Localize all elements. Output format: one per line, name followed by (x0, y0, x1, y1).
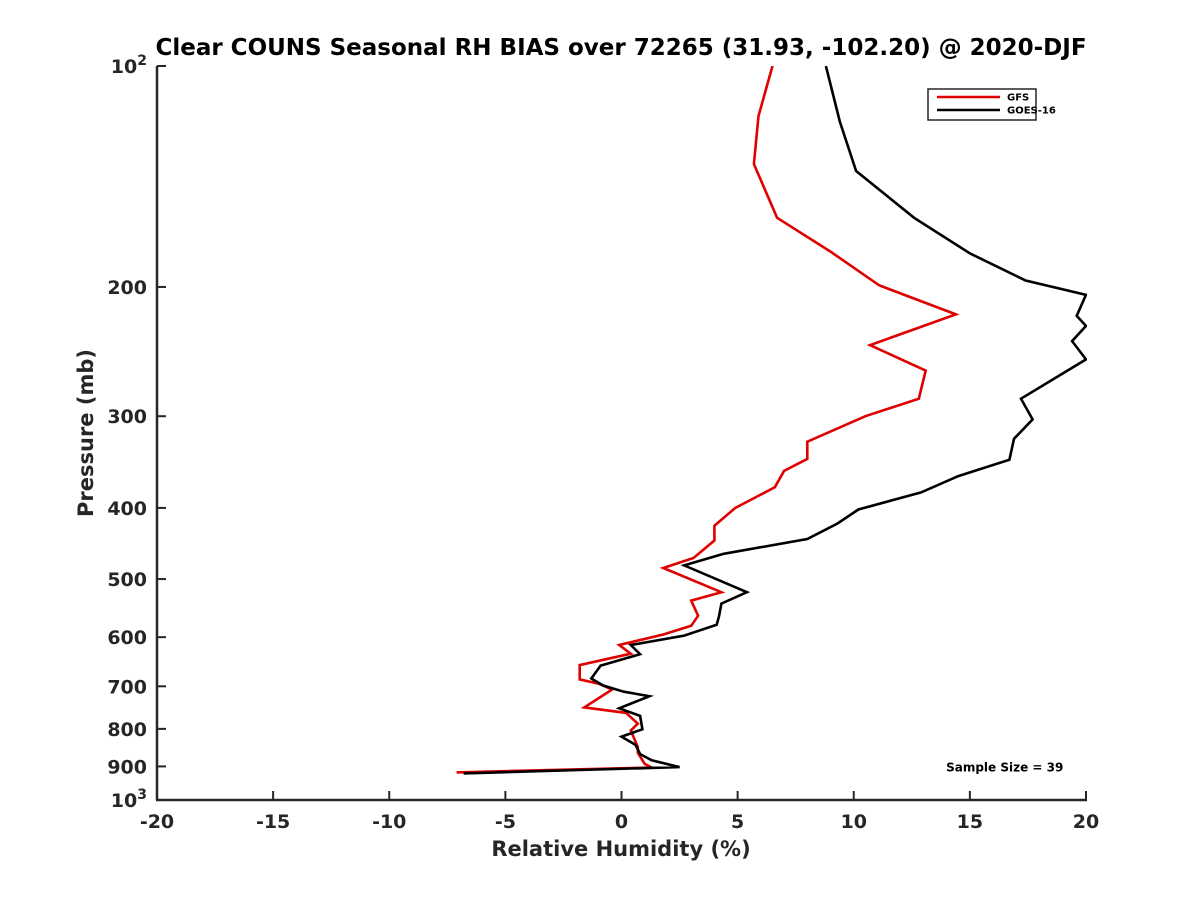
y-tick-label: 400 (107, 498, 147, 520)
x-axis-title: Relative Humidity (%) (491, 837, 750, 861)
legend: GFS GOES-16 (927, 88, 1056, 121)
x-tick-label: -15 (256, 811, 290, 833)
x-tick-label: 10 (841, 811, 867, 833)
x-tick-label: 15 (957, 811, 983, 833)
x-tick-label: 0 (615, 811, 628, 833)
y-tick-label: 300 (107, 406, 147, 428)
y-tick-label: 102 (111, 53, 147, 78)
series-group (456, 66, 1087, 775)
x-tick-label: -5 (495, 811, 516, 833)
legend-box (927, 88, 1037, 121)
y-axis-ticks: 102 200 300 400 500 600 700 800 900 103 (107, 53, 166, 812)
sample-size-annotation: Sample Size = 39 (946, 760, 1063, 774)
legend-goes16-label: GOES-16 (1007, 106, 1056, 117)
x-tick-label: -20 (140, 811, 174, 833)
series-line-gfs (456, 66, 960, 774)
series-line-goes-16 (463, 66, 1087, 775)
x-tick-label: 20 (1073, 811, 1099, 833)
y-tick-label: 500 (107, 569, 147, 591)
y-tick-label: 600 (107, 627, 147, 649)
x-axis-ticks: -20 -15 -10 -5 0 5 10 15 20 (140, 791, 1099, 833)
x-tick-label: 5 (731, 811, 744, 833)
y-axis-title: Pressure (mb) (74, 349, 98, 517)
x-tick-label: -10 (372, 811, 406, 833)
legend-gfs-label: GFS (1007, 93, 1029, 104)
y-tick-label: 800 (107, 719, 147, 741)
y-tick-label: 200 (107, 277, 147, 299)
y-tick-label: 700 (107, 676, 147, 698)
chart-title: Clear COUNS Seasonal RH BIAS over 72265 … (155, 35, 1086, 61)
y-tick-label: 103 (111, 787, 147, 812)
y-tick-label: 900 (107, 756, 147, 778)
